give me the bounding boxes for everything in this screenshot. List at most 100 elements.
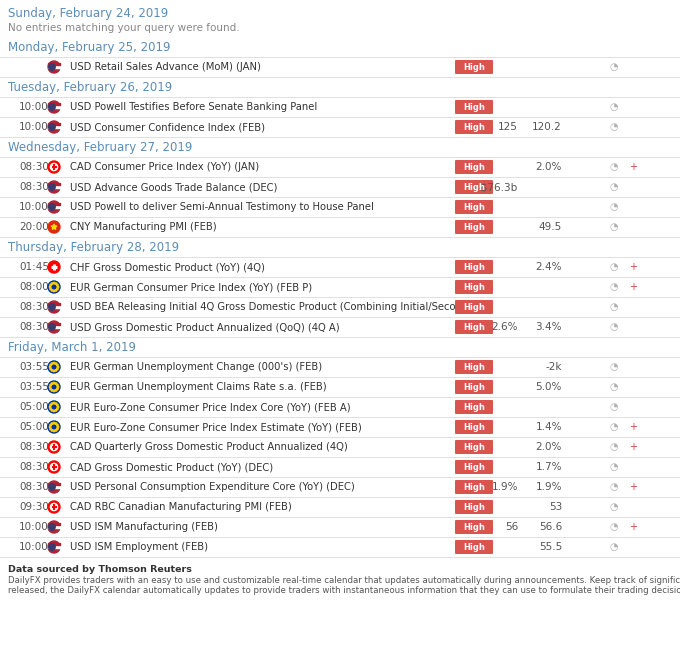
Text: Tuesday, February 26, 2019: Tuesday, February 26, 2019 — [8, 81, 172, 94]
Text: 120.2: 120.2 — [532, 122, 562, 132]
Circle shape — [48, 221, 60, 233]
Circle shape — [57, 286, 58, 288]
Circle shape — [55, 430, 56, 431]
Circle shape — [51, 370, 53, 371]
Circle shape — [53, 402, 55, 404]
Text: ◔: ◔ — [610, 182, 618, 192]
Text: +: + — [629, 482, 637, 492]
Text: 49.5: 49.5 — [539, 222, 562, 232]
Circle shape — [50, 443, 58, 451]
FancyBboxPatch shape — [455, 420, 493, 434]
FancyBboxPatch shape — [455, 500, 493, 514]
Circle shape — [51, 383, 53, 385]
Text: +: + — [629, 522, 637, 531]
Text: ◔: ◔ — [610, 62, 618, 72]
Text: ◔: ◔ — [610, 102, 618, 112]
Bar — [48, 106, 60, 108]
Circle shape — [48, 321, 60, 333]
Polygon shape — [51, 224, 57, 230]
Circle shape — [55, 423, 56, 424]
FancyBboxPatch shape — [455, 320, 493, 334]
Circle shape — [50, 386, 51, 388]
Text: CAD Quarterly Gross Domestic Product Annualized (4Q): CAD Quarterly Gross Domestic Product Ann… — [70, 442, 347, 452]
FancyBboxPatch shape — [455, 60, 493, 74]
Circle shape — [48, 203, 55, 211]
Text: 5.0%: 5.0% — [536, 382, 562, 392]
Text: High: High — [463, 203, 485, 211]
Text: High: High — [463, 323, 485, 331]
FancyBboxPatch shape — [455, 460, 493, 474]
Text: High: High — [463, 183, 485, 192]
Text: USD Consumer Confidence Index (FEB): USD Consumer Confidence Index (FEB) — [70, 122, 265, 132]
Circle shape — [50, 384, 52, 386]
Circle shape — [48, 361, 60, 373]
Circle shape — [48, 161, 60, 173]
Text: High: High — [463, 482, 485, 492]
Circle shape — [48, 481, 60, 493]
Text: ◔: ◔ — [610, 522, 618, 532]
Text: +: + — [629, 441, 637, 452]
Text: 53: 53 — [549, 502, 562, 512]
Circle shape — [50, 284, 52, 286]
Bar — [48, 486, 60, 488]
Text: High: High — [463, 383, 485, 391]
Bar — [48, 203, 60, 205]
Text: High: High — [463, 443, 485, 451]
Text: USD Retail Sales Advance (MoM) (JAN): USD Retail Sales Advance (MoM) (JAN) — [70, 62, 261, 72]
Bar — [48, 546, 60, 548]
Text: USD BEA Releasing Initial 4Q Gross Domestic Product (Combining Initial/Second): USD BEA Releasing Initial 4Q Gross Domes… — [70, 302, 472, 312]
Text: USD ISM Manufacturing (FEB): USD ISM Manufacturing (FEB) — [70, 522, 218, 532]
Circle shape — [50, 428, 52, 430]
Text: 08:00: 08:00 — [19, 282, 49, 292]
Text: 03:55: 03:55 — [19, 362, 49, 372]
Text: 10:00: 10:00 — [19, 522, 49, 532]
Circle shape — [55, 403, 56, 404]
Circle shape — [57, 386, 58, 388]
Circle shape — [56, 284, 58, 286]
FancyBboxPatch shape — [455, 520, 493, 534]
Bar — [48, 523, 60, 525]
Circle shape — [53, 290, 55, 291]
Circle shape — [50, 406, 51, 408]
Text: Friday, March 1, 2019: Friday, March 1, 2019 — [8, 341, 136, 354]
Circle shape — [57, 406, 58, 408]
Text: ◔: ◔ — [610, 482, 618, 492]
Circle shape — [55, 383, 56, 385]
Circle shape — [56, 424, 58, 426]
Circle shape — [55, 363, 56, 364]
Text: 2.6%: 2.6% — [492, 322, 518, 332]
Circle shape — [53, 390, 55, 392]
Text: 2.4%: 2.4% — [536, 262, 562, 272]
Circle shape — [50, 286, 51, 288]
Circle shape — [55, 370, 56, 371]
Text: CNY Manufacturing PMI (FEB): CNY Manufacturing PMI (FEB) — [70, 222, 217, 232]
Circle shape — [50, 364, 52, 366]
Circle shape — [50, 424, 52, 426]
Text: released, the DailyFX calendar automatically updates to provide traders with ins: released, the DailyFX calendar automatic… — [8, 586, 680, 595]
Circle shape — [48, 441, 60, 453]
Text: USD Powell Testifies Before Senate Banking Panel: USD Powell Testifies Before Senate Banki… — [70, 102, 318, 112]
FancyBboxPatch shape — [455, 100, 493, 114]
Circle shape — [48, 544, 55, 550]
Circle shape — [48, 521, 60, 533]
Text: 08:30: 08:30 — [19, 322, 49, 332]
Text: High: High — [463, 542, 485, 552]
Text: High: High — [463, 402, 485, 411]
Text: 125: 125 — [498, 122, 518, 132]
Circle shape — [50, 503, 58, 511]
Circle shape — [50, 426, 51, 428]
Text: High: High — [463, 63, 485, 72]
Text: -$76.3b: -$76.3b — [478, 182, 518, 192]
Circle shape — [48, 421, 60, 433]
Text: EUR German Unemployment Claims Rate s.a. (FEB): EUR German Unemployment Claims Rate s.a.… — [70, 382, 326, 392]
Text: 03:55: 03:55 — [19, 382, 49, 392]
Text: 08:30: 08:30 — [19, 162, 49, 172]
Circle shape — [50, 366, 51, 368]
Circle shape — [48, 104, 55, 110]
Circle shape — [48, 64, 55, 70]
Circle shape — [48, 461, 60, 473]
Text: DailyFX provides traders with an easy to use and customizable real-time calendar: DailyFX provides traders with an easy to… — [8, 576, 680, 585]
Text: High: High — [463, 462, 485, 471]
Text: USD Powell to deliver Semi-Annual Testimony to House Panel: USD Powell to deliver Semi-Annual Testim… — [70, 202, 374, 212]
Circle shape — [51, 289, 53, 291]
